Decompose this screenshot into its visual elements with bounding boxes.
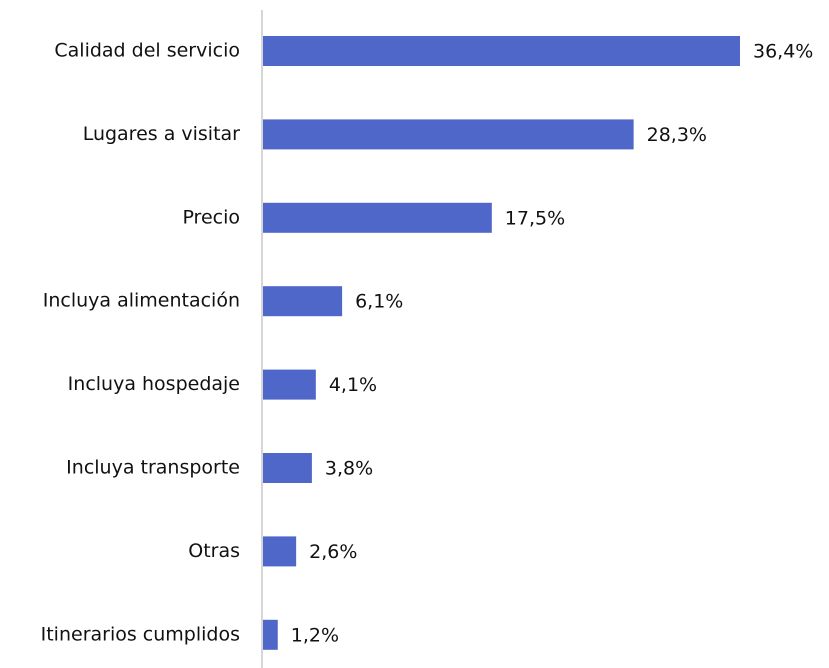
bar [263, 536, 297, 567]
category-label: Itinerarios cumplidos [41, 623, 240, 645]
value-label: 36,4% [753, 41, 813, 63]
category-label: Incluya transporte [66, 457, 240, 479]
bar [263, 119, 634, 150]
value-label: 2,6% [309, 541, 357, 563]
bar [263, 619, 278, 650]
bar [263, 369, 316, 400]
value-label: 28,3% [647, 124, 707, 146]
category-label: Incluya hospedaje [68, 373, 240, 395]
value-label: 3,8% [325, 458, 373, 480]
bar [263, 286, 343, 317]
category-label: Incluya alimentación [43, 290, 240, 312]
value-label: 1,2% [291, 624, 339, 646]
value-label: 17,5% [505, 207, 565, 229]
bar [263, 36, 740, 66]
value-label: 4,1% [329, 374, 377, 396]
category-label: Lugares a visitar [83, 123, 240, 145]
bar [263, 202, 492, 233]
bar [263, 453, 312, 483]
category-label: Calidad del servicio [54, 40, 240, 62]
category-label: Precio [182, 206, 240, 228]
category-label: Otras [188, 540, 240, 562]
value-label: 6,1% [355, 291, 403, 313]
